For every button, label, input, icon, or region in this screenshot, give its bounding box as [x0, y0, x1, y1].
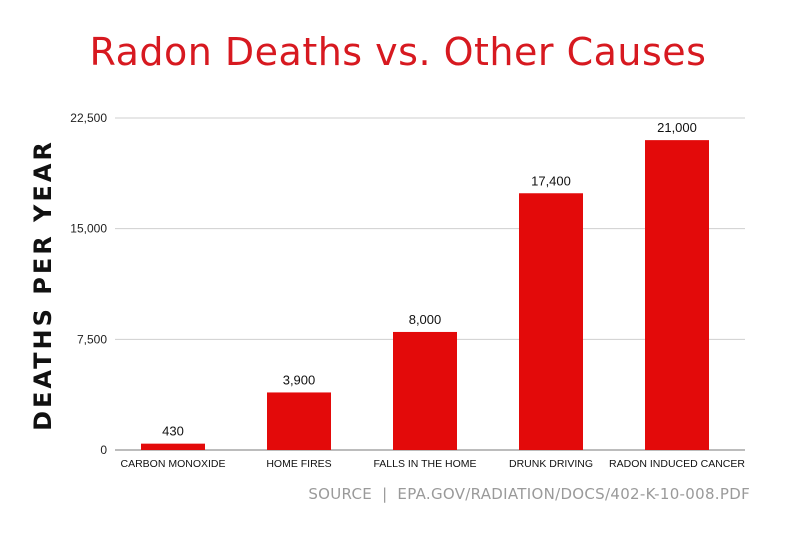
- x-tick-labels: CARBON MONOXIDE HOME FIRES FALLS IN THE HO…: [120, 458, 745, 470]
- value-labels: 430 3,900 8,000 17,400 21,000: [162, 120, 697, 439]
- y-tick-label: 0: [100, 443, 107, 457]
- data-label: 17,400: [531, 173, 571, 188]
- data-label: 430: [162, 424, 184, 439]
- x-tick-label: HOME FIRES: [266, 458, 331, 470]
- data-label: 21,000: [657, 120, 697, 135]
- bar: [645, 140, 709, 450]
- y-tick-labels: 0 7,500 15,000 22,500: [70, 111, 107, 457]
- source-label: SOURCE: [308, 485, 373, 503]
- data-label: 3,900: [283, 372, 316, 387]
- bar: [519, 193, 583, 450]
- x-tick-label: FALLS IN THE HOME: [373, 458, 476, 470]
- y-tick-label: 22,500: [70, 111, 107, 125]
- data-label: 8,000: [409, 312, 442, 327]
- bar: [141, 443, 205, 450]
- y-tick-label: 15,000: [70, 222, 107, 236]
- x-tick-label: DRUNK DRIVING: [509, 458, 593, 470]
- source-link-text: EPA.GOV/RADIATION/DOCS/402-K-10-008.PDF: [397, 485, 750, 503]
- y-tick-label: 7,500: [77, 332, 107, 346]
- source-note: SOURCE | EPA.GOV/RADIATION/DOCS/402-K-10-0…: [308, 485, 750, 503]
- bar: [267, 392, 331, 450]
- bar: [393, 331, 457, 450]
- chart-title: Radon Deaths vs. Other Causes: [89, 30, 707, 74]
- source-separator: |: [382, 485, 388, 503]
- x-tick-label: RADON INDUCED CANCER: [609, 458, 745, 470]
- x-tick-label: CARBON MONOXIDE: [120, 458, 225, 470]
- bars: [141, 140, 709, 450]
